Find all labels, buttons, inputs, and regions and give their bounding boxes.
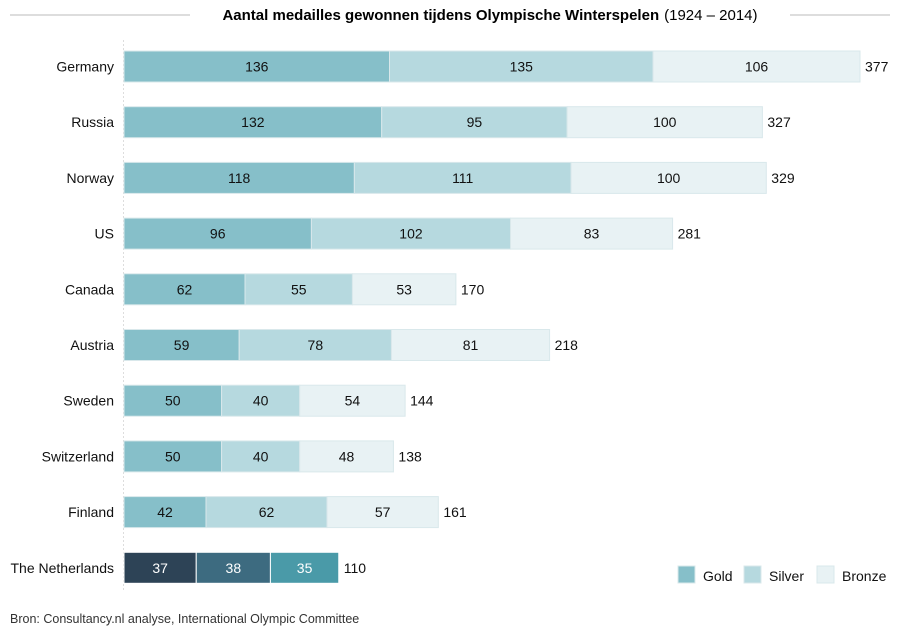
- value-label: 83: [584, 226, 600, 242]
- total-label: 218: [555, 337, 579, 353]
- total-label: 377: [865, 59, 889, 75]
- bar-segment-gold: [123, 329, 240, 361]
- legend-swatch-silver: [743, 565, 762, 584]
- value-label: 50: [165, 448, 181, 464]
- bar-segment-bronze: [351, 273, 457, 306]
- value-label: 111: [452, 170, 473, 186]
- value-label: 59: [174, 337, 190, 353]
- total-label: 327: [767, 114, 791, 130]
- category-label: Switzerland: [42, 448, 114, 464]
- category-label: Germany: [56, 59, 114, 75]
- bar-segment-bronze: [390, 329, 551, 361]
- value-label: 62: [177, 281, 193, 297]
- value-label: 136: [245, 59, 269, 75]
- value-label: 132: [241, 114, 265, 130]
- category-label: Sweden: [63, 393, 114, 409]
- value-label: 42: [157, 504, 173, 520]
- value-label: 48: [339, 448, 355, 464]
- value-label: 102: [399, 226, 423, 242]
- bar-segment-silver: [389, 50, 654, 83]
- value-label: 100: [657, 170, 681, 186]
- category-label: Austria: [70, 337, 114, 353]
- value-label: 37: [152, 560, 168, 576]
- bar-segment-silver: [221, 384, 301, 417]
- bar-segment-silver: [310, 217, 512, 250]
- value-label: 55: [291, 281, 307, 297]
- value-label: 53: [396, 281, 412, 297]
- value-label: 135: [510, 59, 534, 75]
- total-label: 110: [344, 560, 367, 576]
- value-label: 78: [308, 337, 324, 353]
- value-label: 38: [226, 560, 242, 576]
- category-label: Norway: [67, 170, 114, 186]
- bar-segment-bronze: [299, 384, 406, 417]
- total-label: 144: [410, 393, 434, 409]
- bar-segment-silver: [238, 329, 392, 361]
- value-label: 118: [228, 170, 251, 186]
- bar-segment-silver: [205, 496, 328, 529]
- category-label: US: [95, 226, 114, 242]
- legend-swatch-bronze: [816, 565, 835, 584]
- total-label: 281: [678, 226, 702, 242]
- legend-swatch-gold: [677, 565, 696, 584]
- value-label: 100: [653, 114, 677, 130]
- bar-segment-bronze: [299, 440, 394, 473]
- bar-segment-bronze: [326, 496, 439, 529]
- value-label: 35: [297, 560, 313, 576]
- source-note: Bron: Consultancy.nl analyse, Internatio…: [10, 612, 360, 626]
- legend-label-bronze: Bronze: [842, 568, 887, 584]
- value-label: 95: [467, 114, 483, 130]
- chart-title-years: (1924 – 2014): [664, 7, 757, 24]
- bar-segment-gold: [123, 50, 391, 83]
- category-label: Finland: [68, 504, 114, 520]
- bar-segment-gold: [123, 106, 383, 139]
- legend-label-gold: Gold: [703, 568, 733, 584]
- total-label: 329: [771, 170, 795, 186]
- value-label: 40: [253, 448, 269, 464]
- category-label: Russia: [71, 114, 114, 130]
- bars-group: Germany 136 135 106 377 Russia 132 95 100 327 Norw…: [10, 50, 889, 584]
- chart-title-main: Aantal medailles gewonnen tijdens Olympi…: [222, 7, 659, 24]
- total-label: 161: [443, 504, 467, 520]
- bar-segment-silver: [353, 161, 572, 194]
- value-label: 81: [463, 337, 479, 353]
- bar-segment-silver: [221, 440, 301, 473]
- bar-segment-bronze: [570, 161, 767, 194]
- bar-segment-gold: [123, 161, 355, 194]
- bar-segment-gold: [123, 440, 223, 473]
- bar-segment-bronze: [566, 106, 763, 139]
- bar-segment-bronze: [510, 217, 674, 250]
- value-label: 54: [345, 393, 361, 409]
- category-label: The Netherlands: [10, 560, 114, 576]
- legend: Gold Silver Bronze: [677, 565, 887, 584]
- legend-label-silver: Silver: [769, 568, 804, 584]
- bar-segment-bronze: [269, 551, 340, 584]
- value-label: 62: [259, 504, 275, 520]
- bar-segment-bronze: [652, 50, 861, 83]
- bar-segment-silver: [244, 273, 353, 306]
- total-label: 138: [398, 448, 422, 464]
- chart-title: Aantal medailles gewonnen tijdens Olympi…: [222, 7, 757, 24]
- value-label: 40: [253, 393, 269, 409]
- value-label: 57: [375, 504, 391, 520]
- bar-segment-gold: [123, 217, 312, 250]
- category-label: Canada: [65, 281, 114, 297]
- value-label: 96: [210, 226, 226, 242]
- total-label: 170: [461, 281, 485, 297]
- value-label: 50: [165, 393, 181, 409]
- value-label: 106: [745, 59, 769, 75]
